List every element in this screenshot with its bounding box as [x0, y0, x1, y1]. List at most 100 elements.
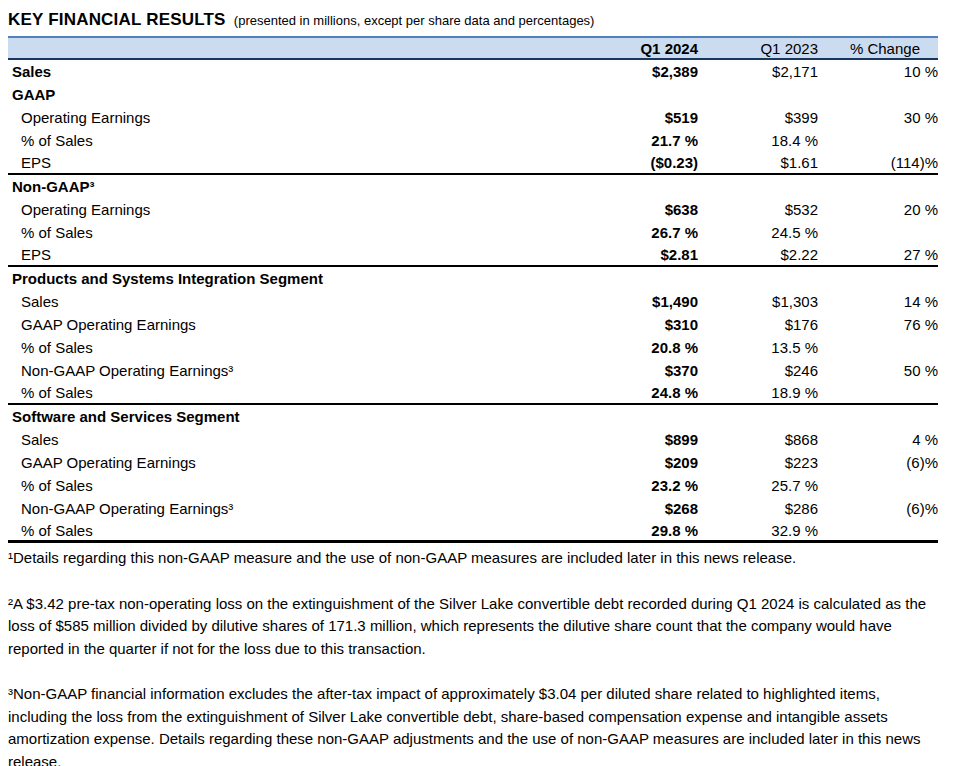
footnote-3: ³Non-GAAP financial information excludes… [8, 683, 942, 766]
table-row: % of Sales 20.8 % 13.5 % [8, 336, 938, 359]
value-q1-2023: 13.5 % [698, 339, 818, 356]
value-q1-2023: 18.9 % [698, 384, 818, 401]
row-label: GAAP Operating Earnings [8, 454, 538, 471]
value-q1-2023: $868 [698, 431, 818, 448]
row-label: Operating Earnings [8, 109, 538, 126]
value-q1-2024: $638 [538, 201, 698, 218]
value-q1-2023: $223 [698, 454, 818, 471]
value-q1-2024: 26.7 % [538, 224, 698, 241]
value-q1-2023: $286 [698, 500, 818, 517]
row-label: % of Sales [8, 522, 538, 539]
value-pct-change: 50 % [818, 362, 938, 379]
row-label: Sales [8, 293, 538, 310]
table-row: Non-GAAP Operating Earnings³ $370 $246 5… [8, 359, 938, 382]
table-row: % of Sales 24.8 % 18.9 % [8, 382, 938, 405]
value-pct-change: 14 % [818, 293, 938, 310]
row-label: % of Sales [8, 132, 538, 149]
page-title: KEY FINANCIAL RESULTS (presented in mill… [0, 0, 956, 26]
row-label: % of Sales [8, 477, 538, 494]
value-q1-2024: $370 [538, 362, 698, 379]
value-q1-2024: 21.7 % [538, 132, 698, 149]
row-label: Non-GAAP Operating Earnings³ [8, 362, 538, 379]
table-row: GAAP Operating Earnings $209 $223 (6)% [8, 451, 938, 474]
table-row: % of Sales 29.8 % 32.9 % [8, 520, 938, 543]
table-row: Operating Earnings $638 $532 20 % [8, 198, 938, 221]
page-title-note: (presented in millions, except per share… [234, 13, 595, 28]
column-header-pct-change: % Change [818, 40, 938, 57]
row-label: GAAP [8, 86, 538, 103]
table-row: Non-GAAP Operating Earnings³ $268 $286 (… [8, 497, 938, 520]
value-q1-2024: 23.2 % [538, 477, 698, 494]
row-label: Non-GAAP³ [8, 178, 538, 195]
financial-results-table: Q1 2024 Q1 2023 % Change Sales $2,389 $2… [8, 36, 938, 543]
row-label: EPS [8, 246, 538, 263]
value-q1-2023: $2.22 [698, 246, 818, 263]
table-row: GAAP Operating Earnings $310 $176 76 % [8, 313, 938, 336]
value-q1-2023: 32.9 % [698, 522, 818, 539]
value-q1-2024: $2,389 [538, 63, 698, 80]
value-pct-change: (6)% [818, 454, 938, 471]
table-row: % of Sales 26.7 % 24.5 % [8, 221, 938, 244]
value-q1-2023: $1,303 [698, 293, 818, 310]
page: KEY FINANCIAL RESULTS (presented in mill… [0, 0, 956, 766]
value-q1-2024: $209 [538, 454, 698, 471]
value-q1-2023: $2,171 [698, 63, 818, 80]
value-pct-change: (114)% [818, 154, 938, 171]
footnote-2: ²A $3.42 pre-tax non-operating loss on t… [8, 593, 942, 661]
value-q1-2024: 29.8 % [538, 522, 698, 539]
value-q1-2024: $519 [538, 109, 698, 126]
value-q1-2023: 24.5 % [698, 224, 818, 241]
table-row: Sales $2,389 $2,171 10 % [8, 60, 938, 83]
value-pct-change: 20 % [818, 201, 938, 218]
value-q1-2023: $246 [698, 362, 818, 379]
value-q1-2024: $2.81 [538, 246, 698, 263]
value-q1-2023: $532 [698, 201, 818, 218]
table-row: EPS $2.81 $2.22 27 % [8, 244, 938, 267]
value-q1-2024: $899 [538, 431, 698, 448]
value-q1-2023: $399 [698, 109, 818, 126]
table-row: Sales $1,490 $1,303 14 % [8, 290, 938, 313]
table-row: GAAP [8, 83, 938, 106]
table-row: EPS ($0.23) $1.61 (114)% [8, 152, 938, 175]
row-label: Sales [8, 63, 538, 80]
column-header-q1-2024: Q1 2024 [538, 40, 698, 57]
table-row: Non-GAAP³ [8, 175, 938, 198]
table-row: Software and Services Segment [8, 405, 938, 428]
table-header-row: Q1 2024 Q1 2023 % Change [8, 36, 938, 60]
column-header-q1-2023: Q1 2023 [698, 40, 818, 57]
table-row: % of Sales 21.7 % 18.4 % [8, 129, 938, 152]
footnote-1: ¹Details regarding this non-GAAP measure… [8, 547, 942, 570]
value-q1-2024: ($0.23) [538, 154, 698, 171]
row-label: Operating Earnings [8, 201, 538, 218]
value-pct-change: 10 % [818, 63, 938, 80]
table-row: Products and Systems Integration Segment [8, 267, 938, 290]
value-q1-2023: 18.4 % [698, 132, 818, 149]
value-q1-2023: $1.61 [698, 154, 818, 171]
value-q1-2023: $176 [698, 316, 818, 333]
value-q1-2024: $1,490 [538, 293, 698, 310]
value-q1-2023: 25.7 % [698, 477, 818, 494]
row-label: % of Sales [8, 339, 538, 356]
row-label: EPS [8, 154, 538, 171]
row-label: Sales [8, 431, 538, 448]
table-row: Sales $899 $868 4 % [8, 428, 938, 451]
value-pct-change: (6)% [818, 500, 938, 517]
row-label: Products and Systems Integration Segment [8, 270, 538, 287]
row-label: GAAP Operating Earnings [8, 316, 538, 333]
row-label: % of Sales [8, 224, 538, 241]
value-pct-change: 30 % [818, 109, 938, 126]
row-label: Software and Services Segment [8, 408, 538, 425]
row-label: Non-GAAP Operating Earnings³ [8, 500, 538, 517]
table-row: Operating Earnings $519 $399 30 % [8, 106, 938, 129]
value-q1-2024: $310 [538, 316, 698, 333]
value-pct-change: 76 % [818, 316, 938, 333]
value-q1-2024: 20.8 % [538, 339, 698, 356]
value-q1-2024: $268 [538, 500, 698, 517]
value-q1-2024: 24.8 % [538, 384, 698, 401]
table-row: % of Sales 23.2 % 25.7 % [8, 474, 938, 497]
footnotes: ¹Details regarding this non-GAAP measure… [8, 547, 942, 766]
value-pct-change: 27 % [818, 246, 938, 263]
value-pct-change: 4 % [818, 431, 938, 448]
page-title-text: KEY FINANCIAL RESULTS [8, 10, 226, 29]
row-label: % of Sales [8, 384, 538, 401]
